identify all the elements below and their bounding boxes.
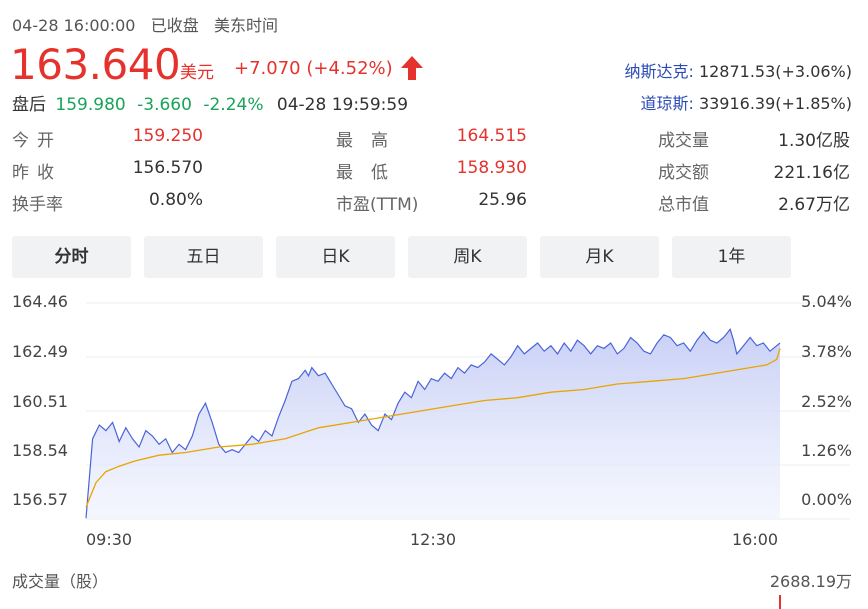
y-tick-right-4: 0.00% <box>801 490 852 509</box>
y-tick-right-3: 1.26% <box>801 441 852 460</box>
open-value: 159.250 <box>132 126 203 146</box>
pe-value: 25.96 <box>478 190 527 210</box>
after-hours-row: 盘后 159.980 -3.660 -2.24% 04-28 19:59:59 <box>12 90 408 115</box>
high-label: 最高 <box>336 131 406 151</box>
prev-close-label: 昨收 <box>12 163 62 183</box>
after-hours-change-pct: -2.24% <box>203 95 264 115</box>
index-nasdaq-value: 12871.53(+3.06%) <box>698 62 852 81</box>
index-dow[interactable]: 道琼斯: 33916.39(+1.85%) <box>640 90 852 114</box>
after-hours-price: 159.980 <box>55 95 126 115</box>
y-tick-right-2: 2.52% <box>801 392 852 411</box>
tab-one-year[interactable]: 1年 <box>672 236 791 278</box>
high-value: 164.515 <box>456 126 527 146</box>
x-tick-1: 12:30 <box>410 530 457 549</box>
amount-value: 221.16亿 <box>773 163 850 183</box>
after-hours-change: -3.660 <box>137 95 192 115</box>
intraday-chart[interactable] <box>0 285 868 609</box>
y-tick-left-0: 164.46 <box>12 292 68 311</box>
y-tick-left-3: 158.54 <box>12 441 68 460</box>
tab-intraday[interactable]: 分时 <box>12 236 131 278</box>
prev-close-value: 156.570 <box>132 158 203 178</box>
after-hours-label: 盘后 <box>12 95 46 115</box>
price-change-pct: (+4.52%) <box>306 58 393 79</box>
index-dow-value: 33916.39(+1.85%) <box>698 94 852 113</box>
quote-datetime: 04-28 16:00:00 <box>12 16 136 35</box>
x-tick-2: 16:00 <box>732 530 779 549</box>
price-change-value: +7.070 <box>234 58 301 79</box>
turnover-label: 换手率 <box>12 195 63 215</box>
index-dow-name: 道琼斯: <box>640 94 694 113</box>
x-tick-0: 09:30 <box>86 530 133 549</box>
tab-monthly-k[interactable]: 月K <box>540 236 659 278</box>
average-price-line <box>85 348 781 508</box>
volume-value: 1.30亿股 <box>778 131 850 151</box>
last-price: 163.640 <box>10 40 181 89</box>
currency-label: 美元 <box>180 63 214 83</box>
mktcap-value: 2.67万亿 <box>778 195 850 215</box>
timezone-label: 美东时间 <box>213 16 278 35</box>
low-label: 最低 <box>336 163 406 183</box>
y-tick-left-1: 162.49 <box>12 342 68 361</box>
open-label: 今开 <box>12 131 62 151</box>
y-tick-right-1: 3.78% <box>801 342 852 361</box>
tab-daily-k[interactable]: 日K <box>276 236 395 278</box>
pe-label: 市盈(TTM) <box>336 195 419 215</box>
tab-weekly-k[interactable]: 周K <box>408 236 527 278</box>
turnover-value: 0.80% <box>148 190 203 210</box>
index-nasdaq[interactable]: 纳斯达克: 12871.53(+3.06%) <box>624 58 852 82</box>
market-status: 已收盘 <box>150 16 199 35</box>
index-nasdaq-name: 纳斯达克: <box>624 62 694 81</box>
volume-label: 成交量 <box>658 131 709 151</box>
volume-chart-label: 成交量（股） <box>12 572 109 591</box>
after-hours-time: 04-28 19:59:59 <box>276 95 409 115</box>
mktcap-label: 总市值 <box>658 195 709 215</box>
tab-five-day[interactable]: 五日 <box>144 236 263 278</box>
arrow-up-icon <box>400 55 424 85</box>
price-change: +7.070 (+4.52%) <box>234 58 393 79</box>
price-line <box>85 328 781 519</box>
amount-label: 成交额 <box>658 163 709 183</box>
y-tick-left-2: 160.51 <box>12 392 68 411</box>
volume-chart-value: 2688.19万 <box>769 572 852 591</box>
quote-header: 04-28 16:00:00 已收盘 美东时间 <box>12 12 278 36</box>
price-area-fill <box>86 329 780 519</box>
y-tick-right-0: 5.04% <box>801 292 852 311</box>
low-value: 158.930 <box>456 158 527 178</box>
y-tick-left-4: 156.57 <box>12 490 68 509</box>
